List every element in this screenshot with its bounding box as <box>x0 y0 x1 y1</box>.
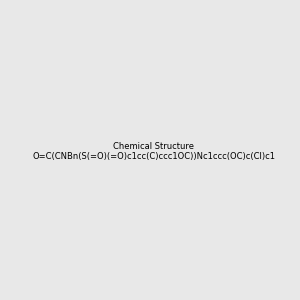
Text: Chemical Structure
O=C(CNBn(S(=O)(=O)c1cc(C)ccc1OC))Nc1ccc(OC)c(Cl)c1: Chemical Structure O=C(CNBn(S(=O)(=O)c1c… <box>32 142 275 161</box>
